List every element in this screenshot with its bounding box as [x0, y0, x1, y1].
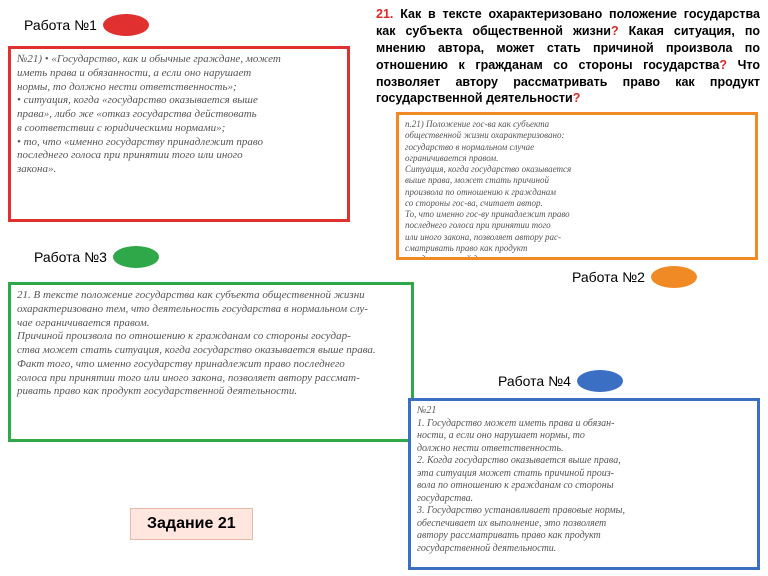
- w1-l3: нормы, то должно нести ответственность»;: [17, 81, 341, 95]
- work4-box: №21 1. Государство может иметь права и о…: [408, 398, 760, 570]
- w2-l7: произвола по отношению к гражданам: [405, 187, 749, 198]
- label-work3-text: Работа №3: [34, 249, 107, 265]
- w2-l3: государство в нормальном случае: [405, 142, 749, 153]
- w4-l5: 2. Когда государство оказывается выше пр…: [417, 455, 751, 468]
- w4-l1: №21: [417, 405, 751, 418]
- w1-l8: последнего голоса при принятии того или …: [17, 149, 341, 163]
- w2-l5: Ситуация, когда государство оказывается: [405, 164, 749, 175]
- w3-l8: ривать право как продукт государственной…: [17, 385, 405, 399]
- w4-l2: 1. Государство может иметь права и обяза…: [417, 418, 751, 431]
- q-q3: ?: [573, 91, 581, 105]
- w1-l9: закона».: [17, 163, 341, 177]
- w4-l8: государства.: [417, 493, 751, 506]
- w2-l6: выше права, может стать причиной: [405, 175, 749, 186]
- label-work4-text: Работа №4: [498, 373, 571, 389]
- w3-l4: Причиной произвола по отношению к гражда…: [17, 330, 405, 344]
- w2-l8: со стороны гос-ва, считает автор.: [405, 198, 749, 209]
- w2-l4: ограничивается правом.: [405, 153, 749, 164]
- oval-orange: [651, 266, 697, 288]
- oval-red: [103, 14, 149, 36]
- q-q1: ?: [611, 24, 619, 38]
- label-work1-text: Работа №1: [24, 17, 97, 33]
- label-work1: Работа №1: [24, 14, 149, 36]
- work1-box: №21) • «Государство, как и обычные гражд…: [8, 46, 350, 222]
- oval-green: [113, 246, 159, 268]
- w4-l6: эта ситуация может стать причиной произ-: [417, 468, 751, 481]
- label-work3: Работа №3: [34, 246, 159, 268]
- w1-l7: • то, что «именно государству принадлежи…: [17, 136, 341, 150]
- w2-l13: государственной деятельности.: [405, 254, 749, 260]
- label-work2: Работа №2: [572, 266, 697, 288]
- w4-l11: автору рассматривать право как продукт: [417, 530, 751, 543]
- label-work4: Работа №4: [498, 370, 623, 392]
- w3-l1: 21. В тексте положение государства как с…: [17, 289, 405, 303]
- w4-l12: государственной деятельности.: [417, 543, 751, 556]
- w3-l7: голоса при принятии того или иного закон…: [17, 372, 405, 386]
- w3-l6: Факт того, что именно государству принад…: [17, 358, 405, 372]
- w2-l12: сматривать право как продукт: [405, 243, 749, 254]
- work2-box: п.21) Положение гос-ва как субъекта обще…: [396, 112, 758, 260]
- w2-l1: п.21) Положение гос-ва как субъекта: [405, 119, 749, 130]
- w1-l2: иметь права и обязанности, а если оно на…: [17, 67, 341, 81]
- w4-l10: обеспечивает их выполнение, это позволяе…: [417, 518, 751, 531]
- w3-l5: ства может стать ситуация, когда государ…: [17, 344, 405, 358]
- label-work2-text: Работа №2: [572, 269, 645, 285]
- oval-blue: [577, 370, 623, 392]
- w4-l4: должно нести ответственность.: [417, 443, 751, 456]
- w1-l1: №21) • «Государство, как и обычные гражд…: [17, 53, 341, 67]
- w1-l4: • ситуация, когда «государство оказывает…: [17, 94, 341, 108]
- w3-l3: чае ограничивается правом.: [17, 317, 405, 331]
- w4-l7: вола по отношению к гражданам со стороны: [417, 480, 751, 493]
- w2-l11: или иного закона, позволяет автору рас-: [405, 232, 749, 243]
- w3-l2: охарактеризовано тем, что деятельность г…: [17, 303, 405, 317]
- w1-l5: права», либо же «отказ государства дейст…: [17, 108, 341, 122]
- w4-l9: 3. Государство устанавливает правовые но…: [417, 505, 751, 518]
- question-text: 21. Как в тексте охарактеризовано положе…: [376, 6, 760, 107]
- task-badge: Задание 21: [130, 508, 253, 540]
- w2-l2: общественной жизни охарактеризовано:: [405, 130, 749, 141]
- q-num: 21.: [376, 7, 393, 21]
- work3-box: 21. В тексте положение государства как с…: [8, 282, 414, 442]
- q-q2: ?: [719, 58, 727, 72]
- w4-l3: ности, а если оно нарушает нормы, то: [417, 430, 751, 443]
- w1-l6: в соответствии с юридическими нормами»;: [17, 122, 341, 136]
- w2-l10: последнего голоса при принятии того: [405, 220, 749, 231]
- w2-l9: То, что именно гос-ву принадлежит право: [405, 209, 749, 220]
- task-badge-text: Задание 21: [147, 515, 236, 532]
